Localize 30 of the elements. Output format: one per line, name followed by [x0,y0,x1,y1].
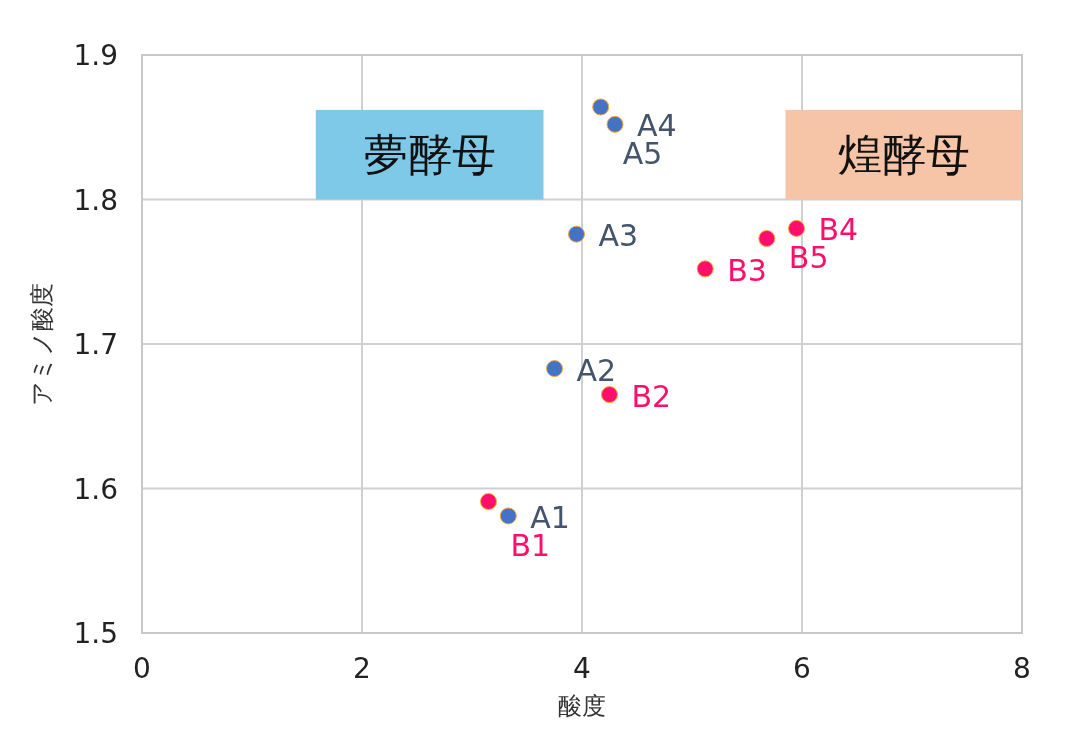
y-tick-label: 1.8 [73,183,118,217]
x-tick-label: 4 [573,652,591,685]
y-tick-label: 1.9 [73,39,118,72]
point [499,507,517,525]
y-tick-label: 1.5 [73,617,118,650]
point [546,360,563,378]
y-tick-label: 1.6 [73,472,118,506]
data-label: B3 [727,252,767,288]
data-label: B5 [788,240,829,276]
point [788,219,805,237]
point [758,230,776,248]
data-label: A3 [598,218,639,254]
x-tick-label: 2 [353,652,371,685]
x-axis-title: 酸度 [558,692,606,720]
data-label: A5 [622,136,663,172]
annotation: 夢酵母 [363,128,496,180]
point [568,225,585,243]
data-label: A2 [576,352,617,388]
x-tick-label: 0 [133,652,151,685]
y-axis-title: アミノ酸度 [28,282,56,406]
point [480,493,497,511]
x-tick-label: 8 [1013,652,1031,685]
point [606,115,624,133]
point [592,98,610,116]
point [601,386,618,404]
data-label: B2 [631,378,672,414]
x-tick-label: 6 [793,652,811,685]
point [696,260,714,278]
annotation: 煌酵母 [837,128,970,180]
y-tick-label: 1.7 [73,328,118,361]
